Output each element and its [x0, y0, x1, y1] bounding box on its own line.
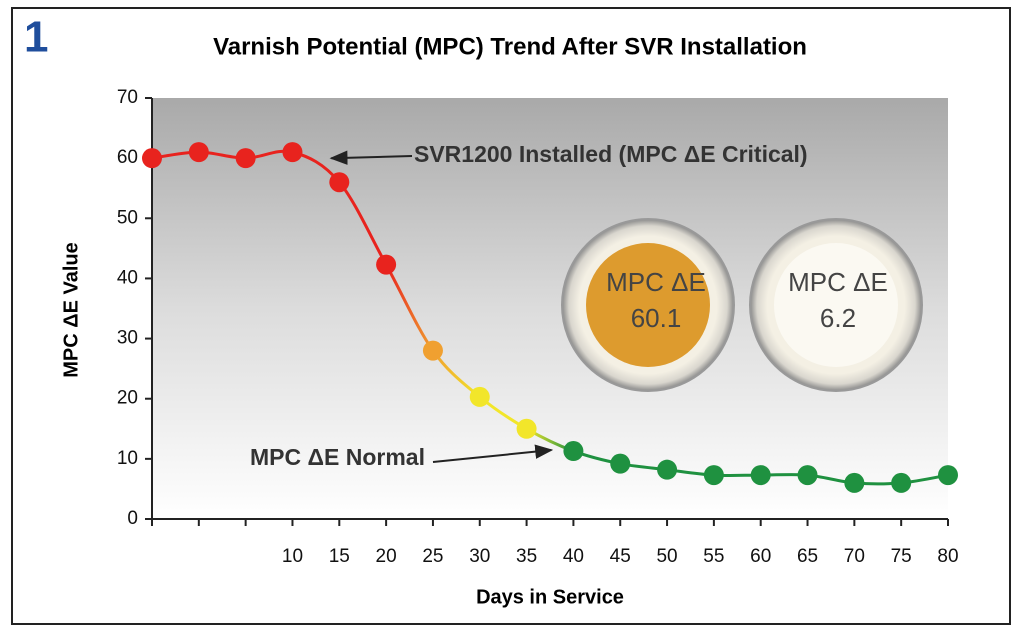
data-point — [844, 472, 865, 493]
data-point — [235, 148, 256, 169]
annotation-arrow — [329, 150, 413, 165]
x-tick-label: 60 — [750, 546, 771, 567]
x-tick-label: 45 — [610, 546, 631, 567]
x-axis-label: Days in Service — [476, 586, 624, 608]
sample-value: 60.1 — [631, 303, 682, 333]
data-point — [563, 441, 584, 462]
annotation: MPC ΔE Normal — [250, 444, 425, 470]
x-tick-label: 80 — [937, 546, 958, 567]
x-tick-label: 50 — [656, 546, 677, 567]
y-tick-label: 40 — [117, 267, 138, 288]
y-tick-label: 20 — [117, 388, 138, 409]
chart-title: Varnish Potential (MPC) Trend After SVR … — [213, 33, 807, 60]
data-point — [797, 465, 818, 486]
data-point — [469, 386, 490, 407]
x-tick-label: 35 — [516, 546, 537, 567]
x-tick-label: 65 — [797, 546, 818, 567]
x-tick-label: 40 — [563, 546, 584, 567]
data-point — [610, 453, 631, 474]
sample-dish-filter — [774, 243, 898, 367]
data-point — [142, 148, 162, 169]
data-point — [750, 465, 771, 486]
sample-name: MPC ΔE — [788, 267, 888, 297]
data-point — [657, 459, 678, 480]
data-point — [891, 472, 912, 493]
y-tick-label: 50 — [117, 207, 138, 228]
figure-number: 1 — [24, 13, 48, 62]
x-tick-label: 75 — [891, 546, 912, 567]
data-point — [282, 142, 303, 163]
y-tick-label: 60 — [117, 147, 138, 168]
y-axis-label: MPC ΔE Value — [60, 242, 82, 378]
x-tick-label: 20 — [376, 546, 397, 567]
sample-name: MPC ΔE — [606, 267, 706, 297]
data-point — [329, 172, 350, 193]
y-tick-label: 70 — [117, 87, 138, 108]
data-point — [938, 465, 958, 486]
x-tick-label: 25 — [422, 546, 443, 567]
y-tick-label: 30 — [117, 328, 138, 349]
annotation: SVR1200 Installed (MPC ΔE Critical) — [414, 141, 808, 167]
x-tick-label: 15 — [329, 546, 350, 567]
data-point — [188, 142, 209, 163]
y-tick-label: 10 — [117, 448, 138, 469]
x-tick-label: 55 — [703, 546, 724, 567]
x-tick-label: 10 — [282, 546, 303, 567]
sample-value: 6.2 — [820, 303, 856, 333]
data-point — [516, 418, 537, 439]
y-tick-label: 0 — [127, 508, 138, 529]
annotation-arrow — [432, 444, 554, 463]
x-tick-label: 70 — [844, 546, 865, 567]
sample-dish-filter — [586, 243, 710, 367]
data-point — [376, 254, 397, 275]
data-point — [703, 465, 724, 486]
x-tick-label: 30 — [469, 546, 490, 567]
data-point — [422, 340, 443, 361]
